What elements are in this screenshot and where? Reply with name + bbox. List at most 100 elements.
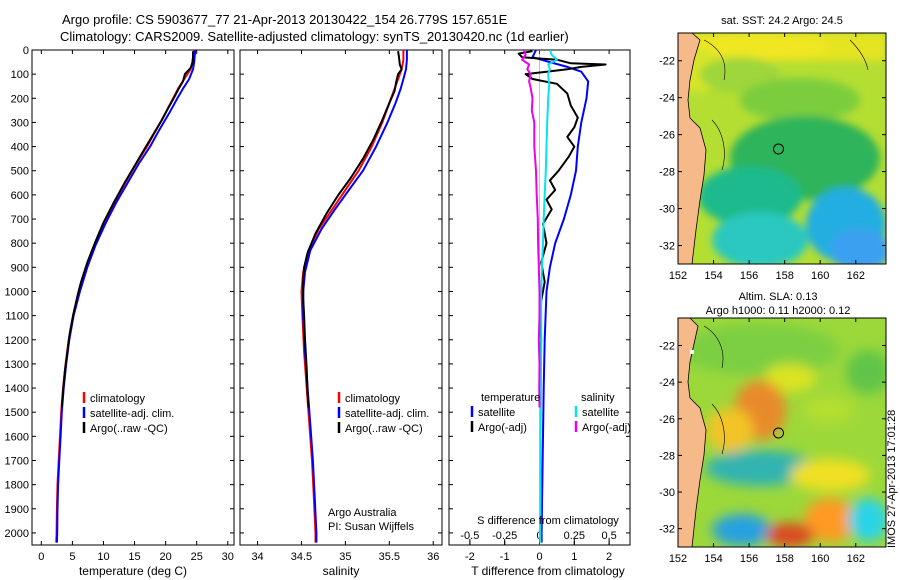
map-y-tick-label: -22 <box>659 340 675 352</box>
figure-subtitle: Climatology: CARS2009. Satellite-adjuste… <box>60 29 569 44</box>
depth-tick-label: 200 <box>11 93 29 105</box>
x-tick-label: 10 <box>97 551 109 563</box>
x-tick-label: 15 <box>128 551 140 563</box>
x-tick-label: 34.5 <box>291 551 312 563</box>
sla-map-panel: Altim. SLA: 0.13 Argo h1000: 0.11 h2000:… <box>659 291 887 565</box>
map-y-tick-label: -24 <box>659 93 675 105</box>
sla-map-axes: 152 154 156 158 160 162 -22 -24 -26 -28 -30 -32 <box>659 318 886 565</box>
map-x-tick-label: 162 <box>847 270 865 282</box>
sla-map-frame <box>677 317 887 548</box>
sla-map-title: Altim. SLA: 0.13 <box>739 291 818 303</box>
sst-field <box>678 33 886 264</box>
map-y-tick-label: -22 <box>659 56 675 68</box>
sla-white-marker <box>690 350 694 354</box>
depth-tick-label: 1700 <box>5 455 29 467</box>
depth-tick-label: 800 <box>11 238 29 250</box>
imos-stamp: IMOS 27-Apr-2013 17:01:28 <box>886 410 898 548</box>
depth-tick-label: 1900 <box>5 504 29 516</box>
map-x-tick-label: 152 <box>669 270 687 282</box>
depth-tick-label: 0 <box>23 45 29 57</box>
sla-coastline <box>678 318 707 547</box>
difference-depth-ticks <box>449 49 630 534</box>
series-s-satellite <box>539 50 558 543</box>
sst-map-panel: sat. SST: 24.2 Argo: 24.5 152 154 156 158 16… <box>659 15 887 282</box>
depth-tick-label: 1400 <box>5 383 29 395</box>
sst-depth-contour <box>703 39 869 171</box>
map-x-tick-label: 162 <box>847 553 865 565</box>
x-tick-label: -1 <box>500 551 510 563</box>
t-difference-xlabel: T difference from climatology <box>471 564 625 578</box>
depth-tick-label: 900 <box>11 262 29 274</box>
credit-line-1: Argo Australia <box>328 507 397 519</box>
x-tick-label: 2 <box>606 551 612 563</box>
x-tick-label: 5 <box>69 551 75 563</box>
depth-tick-label: 1500 <box>5 407 29 419</box>
x-tick-label: 30 <box>222 551 234 563</box>
depth-tick-label: 2000 <box>5 528 29 540</box>
s-difference-label: S difference from climatology <box>477 515 619 527</box>
salinity-legend: climatology satellite-adj. clim. Argo(..ra… <box>337 392 429 435</box>
x-tick-label: 35 <box>339 551 351 563</box>
depth-tick-label: 400 <box>11 142 29 154</box>
series-s-argo-adj- <box>521 50 541 408</box>
depth-tick-label: 1300 <box>5 359 29 371</box>
series-satellite-adj-clim- <box>55 50 197 543</box>
temperature-profiles <box>55 50 197 543</box>
map-x-tick-label: 156 <box>740 270 758 282</box>
temperature-panel: 0100200300400500600700800900100011001200… <box>5 45 235 578</box>
map-y-tick-label: -30 <box>659 487 675 499</box>
temperature-x-axis: 0 5 10 15 20 25 30 <box>38 50 234 563</box>
series-t-argo-adj- <box>517 50 607 408</box>
depth-tick-label: 1200 <box>5 335 29 347</box>
temperature-xlabel: temperature (deg C) <box>79 564 187 578</box>
map-y-tick-label: -30 <box>659 204 675 216</box>
legend-label: climatology <box>90 393 146 405</box>
legend-label: satellite-adj. clim. <box>345 408 429 420</box>
x-tick-label: 25 <box>191 551 203 563</box>
legend-label: climatology <box>345 393 401 405</box>
map-x-tick-label: 158 <box>775 270 793 282</box>
series-argo-raw-qc- <box>60 51 194 408</box>
difference-panel: -2 -1 0 1 2-0.5 -0.25 0 0.25 0.5 S difference fr… <box>448 49 631 578</box>
map-y-tick-label: -26 <box>659 414 675 426</box>
figure-title: Argo profile: CS 5903677_77 21-Apr-2013 … <box>62 12 508 27</box>
temperature-axes-frame <box>31 49 235 546</box>
series-argo-raw-qc- <box>302 51 403 408</box>
legend-label: satellite <box>478 407 515 419</box>
legend-label: satellite-adj. clim. <box>90 408 174 420</box>
x-tick-label: 1 <box>571 551 577 563</box>
legend-label: Argo(..raw -QC) <box>90 423 168 435</box>
salinity-panel: 34 34.5 35 35.5 36 salinity climatology satel… <box>239 49 443 578</box>
legend-title-temperature: temperature <box>481 392 540 404</box>
depth-tick-label: 100 <box>11 69 29 81</box>
x-tick-label: 0 <box>38 551 44 563</box>
legend-label: Argo(-adj) <box>582 422 631 434</box>
s-tick-label: 0.5 <box>601 530 616 542</box>
salinity-profiles <box>300 50 408 543</box>
sla-depth-contour <box>703 325 725 455</box>
sst-float-marker <box>773 143 784 155</box>
s-tick-label: -0.25 <box>492 530 517 542</box>
legend-label: Argo(..raw -QC) <box>345 423 423 435</box>
x-tick-label: -2 <box>465 551 475 563</box>
salinity-depth-ticks <box>240 49 442 534</box>
salinity-axes-frame <box>239 49 443 546</box>
x-tick-label: 36 <box>427 551 439 563</box>
depth-tick-label: 1100 <box>5 311 29 323</box>
legend-label: satellite <box>582 407 619 419</box>
x-tick-label: 0 <box>536 551 542 563</box>
sla-field <box>678 318 886 547</box>
s-tick-label: 0.25 <box>564 530 585 542</box>
map-x-tick-label: 160 <box>811 553 829 565</box>
map-x-tick-label: 154 <box>704 553 722 565</box>
sst-map-axes: 152 154 156 158 160 162 -22 -24 -26 -28 -30 -32 <box>659 33 886 282</box>
map-y-tick-label: -28 <box>659 450 675 462</box>
s-tick-label: -0.5 <box>460 530 479 542</box>
map-y-tick-label: -26 <box>659 130 675 142</box>
depth-tick-label: 1600 <box>5 431 29 443</box>
sla-float-marker <box>773 427 784 439</box>
depth-tick-label: 600 <box>11 190 29 202</box>
legend-title-salinity: salinity <box>581 392 615 404</box>
map-x-tick-label: 152 <box>669 553 687 565</box>
depth-tick-label: 500 <box>11 166 29 178</box>
